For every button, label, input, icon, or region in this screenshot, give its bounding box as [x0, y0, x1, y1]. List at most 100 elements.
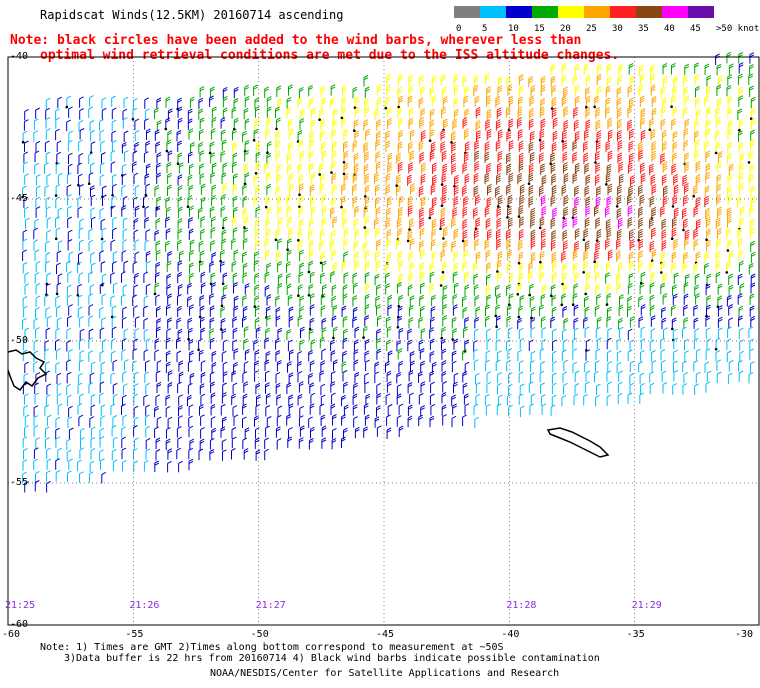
wind-barb: [661, 140, 667, 153]
wind-barb: [112, 436, 118, 449]
wind-barb: [242, 251, 247, 263]
wind-barb: [55, 427, 60, 440]
wind-barb: [705, 315, 711, 327]
wind-barb: [376, 97, 382, 109]
wind-barb: [308, 328, 314, 341]
wind-barb: [671, 262, 676, 274]
wind-barb: [650, 174, 656, 186]
wind-barb: [23, 161, 28, 173]
wind-barb: [640, 162, 645, 174]
wind-barb: [551, 141, 557, 154]
wind-barb: [551, 328, 557, 340]
wind-barb: [299, 249, 304, 262]
wind-barb: [717, 316, 723, 329]
wind-barb: [66, 383, 71, 396]
wind-barb: [145, 163, 151, 175]
wind-barb: [684, 118, 690, 131]
wind-barb: [121, 349, 127, 361]
wind-barb: [308, 84, 313, 97]
wind-barb: [453, 381, 458, 394]
wind-barb: [46, 315, 52, 328]
wind-barb: [286, 261, 291, 273]
wind-barb: [90, 436, 96, 449]
wind-barb: [144, 239, 150, 252]
wind-barb: [671, 317, 677, 331]
wind-barb: [232, 272, 238, 284]
wind-barb: [508, 273, 514, 285]
wind-barb: [441, 404, 447, 416]
wind-barb: [683, 304, 688, 317]
wind-barb: [651, 140, 657, 153]
wind-barb: [529, 152, 535, 164]
wind-barb: [684, 229, 690, 241]
wind-barb: [101, 152, 106, 164]
wind-barb: [738, 163, 744, 175]
wind-barb: [441, 338, 446, 351]
wind-barb: [739, 283, 745, 295]
wind-barb: [187, 108, 193, 121]
wind-barb: [232, 183, 238, 195]
wind-barb: [462, 307, 468, 319]
wind-barb: [209, 305, 215, 317]
wind-barb: [298, 183, 304, 196]
wind-barb: [211, 252, 217, 264]
wind-barb: [277, 283, 283, 295]
wind-barb: [585, 106, 591, 119]
wind-barb: [352, 404, 358, 416]
wind-barb: [24, 108, 29, 121]
wind-barb: [726, 295, 732, 307]
wind-barb: [606, 316, 612, 328]
wind-barb: [35, 295, 41, 307]
wind-barb: [530, 238, 536, 250]
wind-barb: [649, 217, 654, 229]
wind-barb: [397, 305, 403, 319]
wind-barb: [486, 163, 491, 175]
longitude-label: -60: [2, 629, 21, 640]
wind-barb: [331, 229, 336, 242]
wind-barb: [121, 184, 127, 197]
wind-barb: [397, 141, 403, 153]
wind-barb: [662, 161, 668, 173]
wind-barb: [165, 196, 171, 209]
wind-barb: [123, 96, 129, 109]
wind-barb: [605, 218, 611, 231]
wind-barb: [386, 370, 392, 383]
wind-barb: [748, 372, 754, 384]
wind-barb: [440, 326, 446, 340]
wind-barb: [332, 326, 338, 340]
wind-barb: [309, 249, 314, 261]
wind-barb: [352, 316, 358, 328]
wind-barb: [35, 306, 40, 319]
wind-barb: [574, 162, 580, 175]
wind-barb: [486, 108, 492, 121]
wind-barb: [561, 62, 567, 75]
wind-barb: [66, 438, 72, 451]
wind-barb: [253, 174, 259, 186]
wind-barb: [385, 262, 390, 274]
wind-barb: [398, 260, 404, 272]
wind-barb: [562, 371, 568, 383]
wind-barb: [309, 130, 315, 143]
time-label: 21:27: [255, 600, 286, 611]
wind-barb: [508, 404, 513, 417]
wind-barb: [143, 394, 149, 406]
wind-barb: [265, 382, 270, 394]
wind-barb: [552, 207, 558, 219]
wind-barb: [308, 372, 313, 385]
wind-barb: [518, 161, 524, 173]
wind-barb: [617, 381, 623, 394]
wind-barb: [573, 119, 579, 132]
wind-barb: [243, 448, 249, 460]
wind-barb: [24, 283, 30, 295]
wind-barb: [398, 327, 404, 340]
wind-barb: [110, 161, 116, 173]
wind-barb: [101, 97, 107, 109]
wind-barb: [68, 348, 73, 361]
wind-barb: [155, 272, 160, 284]
wind-barb: [726, 227, 731, 240]
wind-barb: [584, 240, 590, 252]
wind-barb: [486, 261, 491, 274]
wind-barb: [487, 183, 492, 196]
wind-barb: [485, 249, 491, 262]
wind-barb: [584, 360, 589, 373]
